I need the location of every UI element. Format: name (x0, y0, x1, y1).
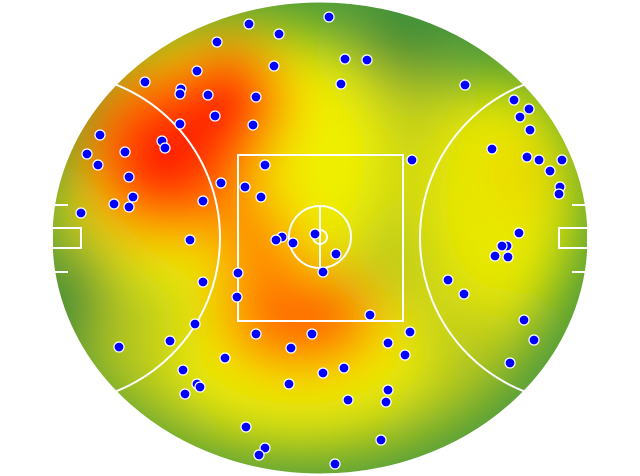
point (556, 154, 568, 166)
point (382, 384, 394, 396)
point (270, 234, 282, 246)
point (513, 227, 525, 239)
point (108, 198, 120, 210)
point (113, 341, 125, 353)
point (123, 201, 135, 213)
point (253, 449, 265, 461)
point (544, 165, 556, 177)
point (75, 207, 87, 219)
point (268, 60, 280, 72)
point (191, 65, 203, 77)
point (459, 79, 471, 91)
field-boundary (51, 1, 589, 475)
point (504, 357, 516, 369)
point (330, 248, 342, 260)
point (287, 237, 299, 249)
point (255, 191, 267, 203)
point (508, 94, 520, 106)
point (243, 18, 255, 30)
point (514, 111, 526, 123)
point (335, 78, 347, 90)
point (406, 154, 418, 166)
point (489, 250, 501, 262)
point (486, 143, 498, 155)
point (375, 434, 387, 446)
point (399, 349, 411, 361)
point (442, 274, 454, 286)
point (502, 251, 514, 263)
point (174, 118, 186, 130)
point (521, 151, 533, 163)
point (209, 110, 221, 122)
point (250, 328, 262, 340)
point (202, 89, 214, 101)
point (361, 54, 373, 66)
point (309, 228, 321, 240)
point (194, 381, 206, 393)
point (184, 234, 196, 246)
point (380, 396, 392, 408)
point (174, 88, 186, 100)
point (197, 195, 209, 207)
point (197, 276, 209, 288)
point (329, 458, 341, 470)
point (524, 124, 536, 136)
point (189, 318, 201, 330)
point (94, 129, 106, 141)
point (283, 378, 295, 390)
point (285, 342, 297, 354)
point (553, 188, 565, 200)
point (533, 154, 545, 166)
point (123, 171, 135, 183)
point (250, 91, 262, 103)
point (306, 328, 318, 340)
point (139, 76, 151, 88)
point (219, 352, 231, 364)
point (81, 148, 93, 160)
point (523, 103, 535, 115)
point (496, 240, 508, 252)
point (404, 326, 416, 338)
point (259, 159, 271, 171)
point (127, 191, 139, 203)
point (177, 364, 189, 376)
point (164, 335, 176, 347)
point (119, 146, 131, 158)
point (528, 334, 540, 346)
point (518, 314, 530, 326)
point (247, 119, 259, 131)
point (317, 266, 329, 278)
point (240, 421, 252, 433)
point (458, 288, 470, 300)
point (159, 142, 171, 154)
point (92, 159, 104, 171)
point (364, 309, 376, 321)
point (179, 388, 191, 400)
point (382, 337, 394, 349)
point (215, 177, 227, 189)
point (317, 367, 329, 379)
point (231, 291, 243, 303)
point (239, 181, 251, 193)
point (232, 267, 244, 279)
point (273, 28, 285, 40)
point (323, 11, 335, 23)
point (259, 442, 271, 454)
point (211, 36, 223, 48)
point (342, 394, 354, 406)
point (339, 53, 351, 65)
point (338, 362, 350, 374)
